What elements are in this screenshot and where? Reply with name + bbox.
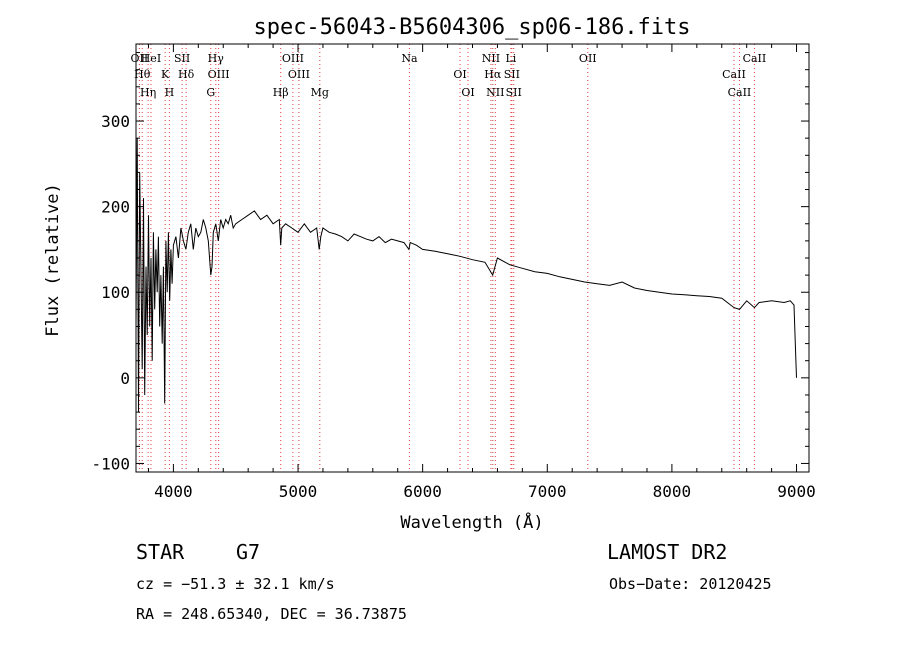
chart-title: spec-56043-B5604306_sp06-186.fits: [253, 15, 690, 40]
line-marker-label: OI: [453, 68, 466, 81]
line-marker-label: OIII: [208, 68, 230, 81]
line-marker-label: CaII: [722, 68, 746, 81]
line-marker-label: K: [161, 68, 170, 81]
line-marker-label: Hα: [484, 68, 502, 81]
x-tick-label: 8000: [653, 482, 692, 501]
x-axis-label: Wavelength (Å): [400, 511, 543, 533]
object-subclass: G7: [236, 540, 261, 564]
line-marker-label: H: [165, 86, 175, 99]
line-marker-label: Li: [505, 52, 516, 65]
line-marker-label: HeI: [141, 52, 161, 65]
x-tick-label: 5000: [279, 482, 318, 501]
line-marker-labels: OIIHθHηHeIKHSIIHδGHγOIIIHβOIIIOIIIMgNaOI…: [131, 52, 767, 99]
line-marker-label: OII: [131, 52, 149, 65]
redshift-cz: cz = −51.3 ± 32.1 km/s: [136, 575, 335, 593]
plot-frame: [135, 43, 810, 473]
line-marker-label: SII: [174, 52, 190, 65]
y-tick-label: 200: [101, 198, 130, 217]
y-tick-label: -100: [91, 454, 130, 473]
line-marker-label: Hθ: [134, 68, 151, 81]
line-markers: [138, 44, 755, 472]
line-marker-label: NII: [482, 52, 500, 65]
line-marker-label: SII: [504, 68, 520, 81]
line-marker-label: CaII: [728, 86, 752, 99]
line-marker-label: OII: [579, 52, 597, 65]
survey-name: LAMOST DR2: [607, 540, 728, 564]
line-marker-label: OIII: [288, 68, 310, 81]
sky-coordinates: RA = 248.65340, DEC = 36.73875: [136, 605, 407, 623]
line-marker-label: NII: [486, 86, 504, 99]
line-marker-label: Hβ: [273, 86, 289, 99]
x-tick-label: 9000: [777, 482, 816, 501]
y-tick-label: 300: [101, 112, 130, 131]
x-tick-label: 6000: [403, 482, 442, 501]
line-marker-label: Mg: [311, 86, 329, 99]
spectrum-line: [135, 138, 797, 413]
line-marker-label: Hγ: [208, 52, 225, 65]
object-class: STAR: [136, 540, 185, 564]
x-tick-label: 4000: [154, 482, 193, 501]
line-marker-label: Hδ: [178, 68, 195, 81]
line-marker-label: G: [206, 86, 215, 99]
y-axis-label: Flux (relative): [43, 183, 63, 337]
line-marker-label: SII: [506, 86, 522, 99]
line-marker-label: CaII: [743, 52, 767, 65]
y-tick-label: 0: [120, 369, 130, 388]
axis-ticks: 4000 5000 6000 7000 8000 9000 -100 0 100 200 300: [91, 44, 816, 501]
observation-date: Obs−Date: 20120425: [609, 575, 772, 593]
line-marker-label: OI: [461, 86, 474, 99]
line-marker-label: OIII: [282, 52, 304, 65]
line-marker-label: Na: [401, 52, 418, 65]
x-tick-label: 7000: [528, 482, 567, 501]
y-tick-label: 100: [101, 283, 130, 302]
line-marker-label: Hη: [140, 86, 156, 99]
